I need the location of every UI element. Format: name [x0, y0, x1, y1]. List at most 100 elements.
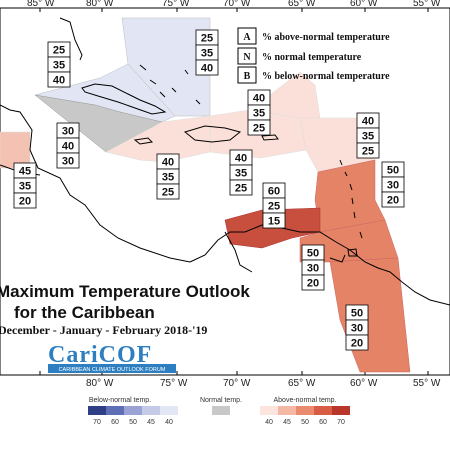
title-line2: for the Caribbean	[14, 303, 155, 322]
logo-bar	[48, 364, 176, 373]
box-value-above: 30	[62, 126, 74, 138]
probability-boxes: 25 35 40 25 35 40 30 40 30 45 35 20 40 35 25 40 35 25 40 35…	[13, 29, 405, 351]
box-value-normal: 35	[235, 168, 247, 180]
box-value-normal: 35	[362, 131, 374, 143]
probability-box-bahamas-region: 25 35 40	[195, 29, 219, 76]
box-cell-below	[345, 334, 369, 351]
lon-label-bottom: 65° W	[288, 378, 316, 389]
below-swatch	[160, 406, 178, 415]
box-cell-below	[156, 183, 180, 200]
colorbar-tick: 60	[111, 419, 119, 426]
box-value-normal: 35	[201, 48, 213, 60]
box-cell-below	[247, 119, 271, 136]
box-value-normal: 35	[253, 108, 265, 120]
probability-box-trinidad-region: 50 30 20	[301, 244, 325, 291]
legend-b-box	[237, 66, 257, 84]
above-swatch	[314, 406, 332, 415]
colorbar-tick: 40	[265, 419, 273, 426]
below-swatch	[142, 406, 160, 415]
box-value-above: 40	[235, 153, 247, 165]
probability-box-hispaniola-region: 40 35 25	[229, 149, 253, 196]
longitude-labels-top: 85° W 80° W 75° W 70° W 65° W 60° W 55° …	[27, 0, 441, 9]
colorbar-tick: 40	[165, 419, 173, 426]
probability-box-guianas-region: 50 30 20	[345, 304, 369, 351]
legend-n-box	[237, 47, 257, 65]
zone-cayman	[34, 94, 163, 153]
box-value-below: 25	[235, 183, 247, 195]
coastlines	[0, 17, 450, 306]
box-value-below: 25	[362, 146, 374, 158]
box-value-normal: 30	[387, 180, 399, 192]
box-value-normal: 35	[53, 60, 65, 72]
box-value-above: 60	[268, 186, 280, 198]
lon-label: 75° W	[162, 0, 190, 9]
colorbar-tick: 45	[147, 419, 155, 426]
lon-label: 80° W	[86, 0, 114, 9]
box-value-below: 25	[253, 123, 265, 135]
box-value-normal: 40	[62, 141, 74, 153]
below-normal-label: Below-normal temp.	[89, 397, 151, 404]
logo-tagline: CARIBBEAN CLIMATE OUTLOOK FORUM	[59, 367, 166, 373]
colorbar-tick: 70	[337, 419, 345, 426]
lon-label: 70° W	[223, 0, 251, 9]
probability-box-north-atlantic-antilles: 40 35 25	[356, 112, 380, 159]
box-value-below: 15	[268, 216, 280, 228]
lon-label-bottom: 55° W	[413, 378, 441, 389]
box-cell-below	[301, 274, 325, 291]
letter-legend: A % above-normal temperature N % normal …	[237, 27, 390, 84]
longitude-labels-bottom: 80° W 75° W 70° W 65° W 60° W 55° W	[86, 378, 441, 389]
above-swatch	[260, 406, 278, 415]
colorbar-tick: 45	[283, 419, 291, 426]
caricof-logo: CariCOF CARIBBEAN CLIMATE OUTLOOK FORUM	[48, 342, 176, 373]
lon-label: 55° W	[413, 0, 441, 9]
below-swatch	[106, 406, 124, 415]
box-value-above: 40	[162, 157, 174, 169]
box-cell-below	[47, 71, 71, 88]
box-cell-below	[195, 59, 219, 76]
lon-label: 65° W	[288, 0, 316, 9]
colorbar-tick: 70	[93, 419, 101, 426]
lon-label: 60° W	[350, 0, 378, 9]
legend-a-box	[237, 27, 257, 45]
box-value-above: 50	[351, 308, 363, 320]
above-swatch	[278, 406, 296, 415]
probability-box-cuba-region: 25 35 40	[47, 41, 71, 88]
box-value-above: 40	[362, 116, 374, 128]
title-line3: December - January - February 2018-'19	[0, 323, 207, 337]
box-value-above: 40	[253, 93, 265, 105]
probability-box-leeward-region: 50 30 20	[381, 161, 405, 208]
box-value-below: 25	[162, 187, 174, 199]
lon-label-bottom: 75° W	[160, 378, 188, 389]
probability-box-aruba-region: 60 25 15	[262, 182, 286, 229]
box-value-normal: 30	[307, 263, 319, 275]
below-swatch	[88, 406, 106, 415]
legend-b-letter: B	[244, 71, 251, 82]
normal-label: Normal temp.	[200, 397, 242, 404]
probability-box-cayman-region: 30 40 30	[56, 122, 80, 169]
zone-bahamas	[121, 17, 211, 117]
box-value-above: 50	[387, 165, 399, 177]
box-value-above: 45	[19, 166, 31, 178]
logo-name: CariCOF	[48, 342, 152, 368]
above-swatch	[332, 406, 350, 415]
above-normal-label: Above-normal temp.	[273, 397, 336, 404]
box-value-normal: 35	[19, 181, 31, 193]
box-value-above: 25	[201, 33, 213, 45]
box-value-below: 20	[307, 278, 319, 290]
box-cell-below	[56, 152, 80, 169]
normal-swatch	[212, 406, 230, 415]
box-value-above: 50	[307, 248, 319, 260]
colorbar-tick: 50	[301, 419, 309, 426]
box-cell-below	[381, 191, 405, 208]
legend-n-text: % normal temperature	[262, 52, 362, 63]
box-value-above: 25	[53, 45, 65, 57]
colorbar-tick: 60	[319, 419, 327, 426]
box-cell-below	[262, 212, 286, 229]
probability-box-jamaica-region: 40 35 25	[156, 153, 180, 200]
legend-b-text: % below-normal temperature	[262, 71, 390, 82]
box-value-below: 20	[351, 338, 363, 350]
probability-box-north-antilles-region: 40 35 25	[247, 89, 271, 136]
legend-a-text: % above-normal temperature	[262, 32, 390, 43]
lon-label: 85° W	[27, 0, 55, 9]
